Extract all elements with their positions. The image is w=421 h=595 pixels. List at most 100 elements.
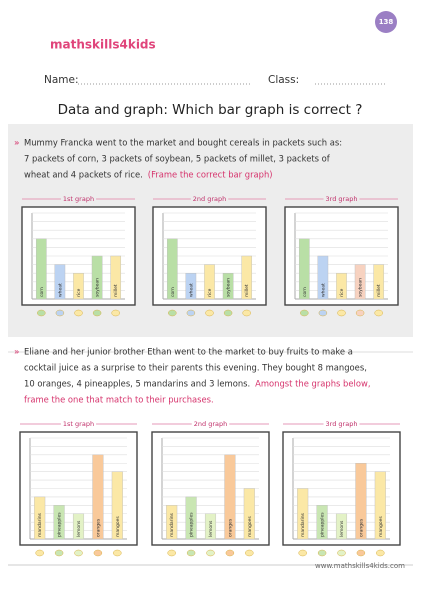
bar-label: lemons <box>339 520 345 537</box>
item-icon <box>167 549 176 557</box>
bar-label: soybean <box>358 278 364 297</box>
item-icon <box>242 309 251 317</box>
bar <box>73 273 84 300</box>
bar <box>204 264 215 300</box>
bar <box>91 255 103 300</box>
bar-label: millet <box>376 284 382 297</box>
bar <box>166 505 178 540</box>
item-icon <box>168 309 177 317</box>
paragraph-line: 10 oranges, 4 pineapples, 5 mandarins an… <box>24 379 250 389</box>
item-icon <box>223 309 233 317</box>
graph-title: 1st graph <box>63 195 94 203</box>
title-bg <box>191 420 230 428</box>
item-icon <box>54 549 64 557</box>
item-icon <box>374 309 383 317</box>
item-icon <box>317 549 327 557</box>
bar <box>336 273 347 300</box>
logo: mathskills4kids <box>50 38 156 52</box>
bar <box>316 505 328 540</box>
bar-label: oranges <box>95 518 101 537</box>
item-icon <box>376 549 385 557</box>
title: Data and graph: Which bar graph is corre… <box>58 102 363 118</box>
bar-label: rice <box>76 288 82 297</box>
bar <box>111 471 123 540</box>
instruction: Amongst the graphs below, <box>255 379 370 389</box>
item-icon <box>355 309 365 317</box>
title-bg <box>60 420 97 428</box>
bar <box>243 488 255 540</box>
bar <box>166 238 178 300</box>
bar-label: lemons <box>76 520 82 537</box>
bar-label: mandarins <box>300 512 306 537</box>
item-icon <box>186 309 196 317</box>
item-icon <box>318 309 328 317</box>
item-icon <box>92 309 102 317</box>
bar <box>35 238 47 300</box>
bar-label: corn <box>39 287 45 297</box>
page-number: 138 <box>379 18 394 26</box>
bar-label: soybean <box>226 278 232 297</box>
bar-label: wheat <box>57 283 63 297</box>
graph-title: 3rd graph <box>326 195 358 203</box>
bar <box>374 471 386 540</box>
bar <box>92 454 104 540</box>
title-bg <box>323 195 360 203</box>
bar <box>373 264 385 300</box>
bar <box>224 454 236 540</box>
bullet: » <box>14 348 20 358</box>
bar-label: oranges <box>358 518 364 537</box>
name-label: Name: <box>44 74 79 86</box>
bar <box>185 496 197 540</box>
footer: www.mathskills4kids.com <box>315 562 405 570</box>
item-icon <box>298 549 307 557</box>
bar-label: soybean <box>95 278 101 297</box>
instruction: frame the one that match to their purcha… <box>24 395 214 405</box>
item-icon <box>186 549 196 557</box>
item-icon <box>205 309 214 317</box>
graph-title: 3rd graph <box>326 420 358 428</box>
bar-label: mangoes <box>379 516 384 537</box>
paragraph-line: cocktail juice as a surprise to their pa… <box>24 363 367 373</box>
item-icon <box>337 549 346 557</box>
item-icon <box>245 549 254 557</box>
title-bg <box>190 195 229 203</box>
bar-label: rice <box>339 288 345 297</box>
item-icon <box>113 549 122 557</box>
item-icon <box>206 549 215 557</box>
bar <box>72 513 85 540</box>
bar <box>204 513 217 540</box>
paragraph-line: Eliane and her junior brother Ethan went… <box>24 347 353 357</box>
bar-label: mangoes <box>116 516 121 537</box>
bar <box>222 273 234 300</box>
item-icon <box>225 549 235 557</box>
bar-label: mandarins <box>37 512 43 537</box>
bar <box>298 238 310 300</box>
bar <box>297 488 309 540</box>
bar-label: mangoes <box>248 516 253 537</box>
bar-label: wheat <box>320 283 326 297</box>
bar <box>54 264 66 300</box>
bar <box>354 264 366 300</box>
item-icon <box>337 309 346 317</box>
instruction: (Frame the correct bar graph) <box>148 170 273 180</box>
bar-label: mandarins <box>169 512 175 537</box>
item-icon <box>356 549 366 557</box>
item-icon <box>74 549 83 557</box>
bar-label: pineapples <box>189 512 195 537</box>
bar-label: wheat <box>188 283 194 297</box>
bar-label: oranges <box>227 518 233 537</box>
item-icon <box>93 549 103 557</box>
item-icon <box>74 309 83 317</box>
bar-label: corn <box>170 287 176 297</box>
bar-label: corn <box>302 287 308 297</box>
bar-label: millet <box>244 284 250 297</box>
item-icon <box>111 309 120 317</box>
paragraph-line: wheat and 4 packets of rice. <box>24 170 143 180</box>
item-icon <box>37 309 46 317</box>
class-label: Class: <box>268 74 299 86</box>
bar-label: pineapples <box>57 512 63 537</box>
bar <box>34 496 46 540</box>
graph-title: 2nd graph <box>194 420 227 428</box>
